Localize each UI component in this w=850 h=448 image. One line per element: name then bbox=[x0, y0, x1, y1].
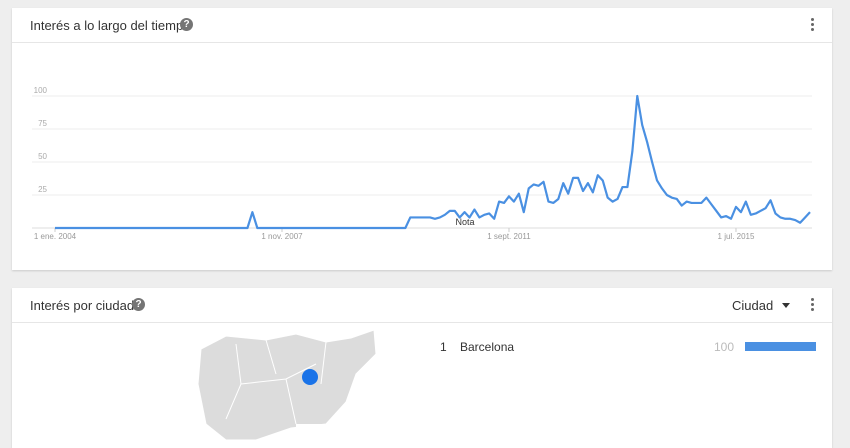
chart: 25 50 75 100 1 ene. 2004 1 nov. 2007 1 sept. 2… bbox=[32, 86, 812, 241]
time-card: Interés a lo largo del tiempo ? 25 50 75 10… bbox=[12, 8, 832, 270]
city-dot bbox=[302, 369, 318, 385]
y-tick-label: 75 bbox=[38, 119, 47, 128]
x-tick-label: 1 sept. 2011 bbox=[487, 232, 531, 241]
y-tick-label: 50 bbox=[38, 152, 47, 161]
map bbox=[197, 329, 386, 440]
x-tick-label: 1 ene. 2004 bbox=[34, 232, 77, 241]
city-name: Barcelona bbox=[460, 340, 515, 354]
help-icon[interactable]: ? bbox=[180, 18, 193, 31]
card-header: Interés a lo largo del tiempo ? bbox=[12, 8, 832, 43]
selector[interactable]: Ciudad bbox=[732, 298, 774, 313]
y-tick-label: 25 bbox=[38, 185, 47, 194]
card-title: Interés a lo largo del tiempo bbox=[30, 18, 191, 33]
menu-icon[interactable] bbox=[811, 18, 814, 33]
x-tick-label: 1 nov. 2007 bbox=[261, 232, 303, 241]
x-tick-label: 1 jul. 2015 bbox=[718, 232, 755, 241]
help-icon[interactable]: ? bbox=[132, 298, 145, 311]
sea bbox=[296, 424, 386, 440]
card-header: Interés por ciudad ? Ciudad bbox=[12, 288, 832, 323]
menu-icon[interactable] bbox=[811, 298, 814, 313]
page: {"chart_data":{"type":"line","title":"In… bbox=[12, 8, 832, 448]
city-card: Interés por ciudad ? Ciudad 1 Barcelona 10… bbox=[12, 288, 832, 448]
y-tick-label: 100 bbox=[34, 86, 48, 95]
card-title: Interés por ciudad bbox=[30, 298, 135, 313]
map-borders bbox=[225, 339, 327, 425]
line bbox=[55, 94, 811, 230]
value-label: 100 bbox=[714, 340, 735, 354]
annotation: Nota bbox=[455, 217, 474, 227]
dropdown-arrow[interactable] bbox=[782, 303, 790, 308]
rank: 1 bbox=[440, 340, 447, 354]
value-bar bbox=[745, 342, 816, 351]
